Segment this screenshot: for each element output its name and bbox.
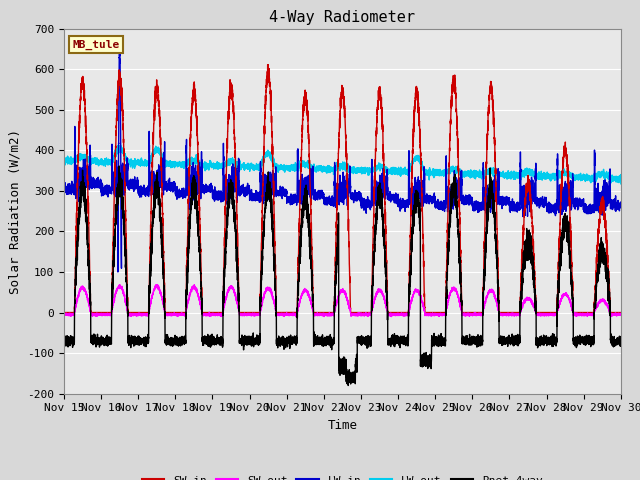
SW_in <box>617 310 625 315</box>
Rnet_4way <box>483 225 491 230</box>
Rnet_4way <box>587 339 595 345</box>
SW_in <box>587 310 595 315</box>
LW_out <box>117 143 125 148</box>
Rnet_4way <box>60 339 68 345</box>
SW_out <box>467 312 475 318</box>
LW_in <box>617 204 625 210</box>
Line: Rnet_4way: Rnet_4way <box>64 166 621 385</box>
LW_in <box>114 269 122 275</box>
Text: MB_tule: MB_tule <box>72 40 120 50</box>
SW_in <box>467 310 475 315</box>
SW_out <box>250 312 257 317</box>
Rnet_4way <box>617 338 625 344</box>
SW_in <box>594 246 602 252</box>
LW_in <box>60 186 68 192</box>
SW_out <box>292 314 300 320</box>
SW_out <box>324 312 332 317</box>
Line: LW_in: LW_in <box>64 49 621 272</box>
SW_in <box>264 62 272 68</box>
Line: SW_in: SW_in <box>64 65 621 312</box>
Rnet_4way <box>115 163 123 169</box>
SW_in <box>324 310 332 315</box>
Legend: SW_in, SW_out, LW_in, LW_out, Rnet_4way: SW_in, SW_out, LW_in, LW_out, Rnet_4way <box>138 470 547 480</box>
Title: 4-Way Radiometer: 4-Way Radiometer <box>269 10 415 25</box>
LW_out <box>594 170 602 176</box>
LW_out <box>324 167 332 173</box>
Line: SW_out: SW_out <box>64 285 621 317</box>
LW_in <box>594 192 602 197</box>
Rnet_4way <box>324 339 332 345</box>
LW_out <box>60 156 68 162</box>
LW_in <box>324 198 332 204</box>
SW_out <box>594 304 602 310</box>
SW_out <box>587 311 595 317</box>
SW_out <box>154 282 161 288</box>
SW_in <box>483 153 491 158</box>
SW_out <box>60 312 68 318</box>
LW_out <box>617 181 625 187</box>
X-axis label: Time: Time <box>328 419 357 432</box>
LW_in <box>587 204 595 209</box>
LW_in <box>483 185 491 191</box>
LW_in <box>116 46 124 52</box>
Line: LW_out: LW_out <box>64 145 621 184</box>
SW_out <box>617 312 625 318</box>
LW_out <box>587 173 595 179</box>
LW_out <box>483 170 491 176</box>
SW_in <box>60 310 68 315</box>
Rnet_4way <box>250 330 257 336</box>
Y-axis label: Solar Radiation (W/m2): Solar Radiation (W/m2) <box>9 129 22 294</box>
LW_out <box>250 162 257 168</box>
Rnet_4way <box>594 276 602 282</box>
LW_in <box>467 196 475 202</box>
SW_out <box>483 294 491 300</box>
Rnet_4way <box>344 383 352 388</box>
LW_out <box>467 168 475 174</box>
Rnet_4way <box>467 336 475 342</box>
SW_in <box>250 310 257 315</box>
LW_in <box>250 194 257 200</box>
